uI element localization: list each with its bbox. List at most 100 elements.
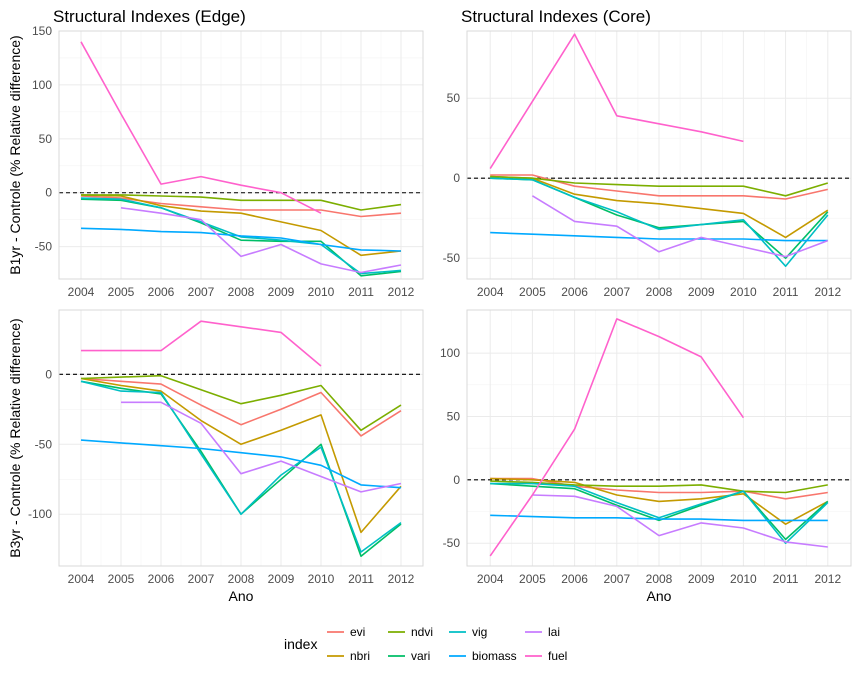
x-tick-label: 2006 bbox=[148, 285, 175, 299]
x-tick-label: 2004 bbox=[477, 285, 504, 299]
series-line-lai bbox=[121, 401, 402, 493]
panel-border bbox=[58, 309, 424, 567]
y-tick-label: 50 bbox=[447, 91, 461, 105]
x-tick-label: 2006 bbox=[561, 572, 588, 586]
series-line-nbri bbox=[80, 194, 402, 257]
series-line-vig bbox=[80, 380, 402, 553]
x-tick-label: 2005 bbox=[519, 572, 546, 586]
y-tick-label: 0 bbox=[45, 186, 52, 200]
x-tick-label: 2012 bbox=[388, 572, 415, 586]
x-tick-label: 2004 bbox=[68, 572, 95, 586]
y-tick-label: -50 bbox=[35, 437, 53, 451]
series-line-vari bbox=[490, 482, 829, 541]
panel-border bbox=[466, 309, 852, 567]
series-line-vig bbox=[490, 177, 829, 268]
x-tick-label: 2009 bbox=[688, 572, 715, 586]
legend-item-biomass: biomass bbox=[449, 649, 517, 663]
y-tick-label: 100 bbox=[440, 346, 460, 360]
series-line-evi bbox=[490, 174, 828, 200]
x-tick-label: 2011 bbox=[348, 285, 374, 299]
y-tick-label: 100 bbox=[32, 78, 52, 92]
y-tick-label: -50 bbox=[35, 240, 53, 254]
series-line-nbri bbox=[490, 477, 829, 526]
legend-item-lai: lai bbox=[525, 625, 560, 639]
series-line-fuel bbox=[489, 318, 745, 557]
panel-1: 2004 2005 2006 2007 2008 2009 2010 2011 2012 -50 0… bbox=[32, 7, 424, 299]
x-tick-label: 2007 bbox=[188, 572, 215, 586]
panel-title: Structural Indexes (Edge) bbox=[53, 7, 246, 26]
x-tick-label: 2012 bbox=[814, 285, 841, 299]
legend: index evi nbri ndvi vari vig biomass lai fuel bbox=[284, 625, 567, 663]
x-tick-label: 2012 bbox=[388, 285, 415, 299]
legend-label: biomass bbox=[472, 649, 517, 663]
x-tick-label: 2007 bbox=[188, 285, 215, 299]
y-tick-label: 0 bbox=[453, 171, 460, 185]
series-line-nbri bbox=[490, 175, 829, 239]
x-tick-label: 2010 bbox=[730, 285, 757, 299]
x-tick-label: 2005 bbox=[519, 285, 546, 299]
legend-label: vari bbox=[411, 649, 430, 663]
series-line-nbri bbox=[80, 377, 402, 534]
y-tick-label: -50 bbox=[443, 251, 461, 265]
x-tick-label: 2009 bbox=[268, 285, 295, 299]
series-line-biomass bbox=[490, 231, 828, 242]
legend-label: fuel bbox=[548, 649, 567, 663]
x-tick-label: 2011 bbox=[348, 572, 374, 586]
x-tick-label: 2010 bbox=[730, 572, 757, 586]
series-line-biomass bbox=[490, 514, 828, 522]
panel-2: 2004 2005 2006 2007 2008 2009 2010 2011 2012 -50 0… bbox=[443, 7, 852, 299]
panel-4: 2004 2005 2006 2007 2008 2009 2010 2011 2012 -50 0… bbox=[440, 309, 852, 604]
y-tick-label: 50 bbox=[447, 409, 461, 423]
legend-title: index bbox=[284, 636, 317, 652]
series-line-fuel bbox=[81, 320, 322, 367]
x-tick-label: 2004 bbox=[68, 285, 95, 299]
series-line-lai bbox=[531, 195, 829, 258]
y-tick-label: 50 bbox=[39, 132, 53, 146]
x-tick-label: 2006 bbox=[561, 285, 588, 299]
x-tick-label: 2004 bbox=[477, 572, 504, 586]
y-tick-label: 0 bbox=[453, 473, 460, 487]
legend-item-evi: evi bbox=[327, 625, 365, 639]
legend-label: nbri bbox=[350, 649, 370, 663]
x-tick-label: 2011 bbox=[773, 572, 799, 586]
series-line-fuel bbox=[80, 41, 322, 214]
x-tick-label: 2008 bbox=[646, 572, 673, 586]
series-line-vig bbox=[490, 482, 829, 545]
y-axis-title-row2: B3yr - Controle (% Relative difference) bbox=[7, 318, 23, 557]
series-line-evi bbox=[80, 377, 402, 437]
legend-label: evi bbox=[350, 625, 365, 639]
x-tick-label: 2008 bbox=[646, 285, 673, 299]
x-tick-label: 2005 bbox=[108, 285, 135, 299]
series-line-ndvi bbox=[490, 175, 829, 197]
x-tick-label: 2009 bbox=[688, 285, 715, 299]
x-tick-label: 2012 bbox=[814, 572, 841, 586]
panel-border bbox=[466, 30, 852, 280]
series-line-lai bbox=[120, 207, 402, 274]
legend-label: ndvi bbox=[411, 625, 433, 639]
y-tick-label: -100 bbox=[28, 507, 52, 521]
legend-label: lai bbox=[548, 625, 560, 639]
series-line-fuel bbox=[489, 33, 744, 170]
legend-item-vari: vari bbox=[388, 649, 430, 663]
legend-item-vig: vig bbox=[449, 625, 487, 639]
legend-item-nbri: nbri bbox=[327, 649, 370, 663]
legend-item-ndvi: ndvi bbox=[388, 625, 433, 639]
x-tick-label: 2010 bbox=[308, 572, 335, 586]
x-tick-label: 2005 bbox=[108, 572, 135, 586]
series-line-ndvi bbox=[81, 194, 402, 211]
panel-title: Structural Indexes (Core) bbox=[461, 7, 651, 26]
x-tick-label: 2007 bbox=[603, 572, 630, 586]
legend-label: vig bbox=[472, 625, 487, 639]
panel-3: 2004 2005 2006 2007 2008 2009 2010 2011 2012 -100… bbox=[28, 309, 424, 604]
y-tick-label: 0 bbox=[45, 367, 52, 381]
series-line-vig bbox=[80, 197, 402, 275]
panel-border bbox=[58, 30, 424, 280]
x-tick-label: 2008 bbox=[228, 572, 255, 586]
x-tick-label: 2007 bbox=[603, 285, 630, 299]
y-tick-label: -50 bbox=[443, 536, 461, 550]
series-line-ndvi bbox=[490, 480, 828, 494]
x-tick-label: 2006 bbox=[148, 572, 175, 586]
x-tick-label: 2009 bbox=[268, 572, 295, 586]
x-tick-label: 2010 bbox=[308, 285, 335, 299]
x-axis-title: Ano bbox=[229, 588, 254, 604]
